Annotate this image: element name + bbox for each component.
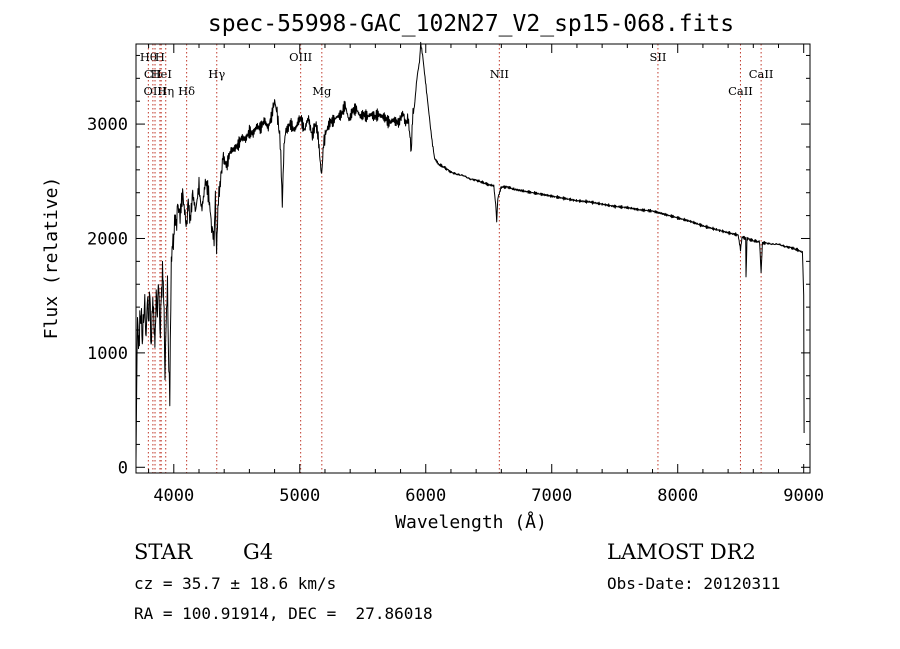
x-tick-label: 4000 — [153, 486, 194, 506]
x-tick-label: 7000 — [531, 486, 572, 506]
axes: 4000 5000 6000 7000 8000 9000 0 1000 2000 3000 — [87, 43, 824, 506]
line-label: CaII — [749, 67, 774, 81]
coordinates-readout: RA = 100.91914, DEC = 27.86018 — [134, 604, 433, 623]
obs-date: Obs-Date: 20120311 — [607, 574, 781, 593]
y-axis-label: Flux (relative) — [41, 177, 62, 340]
line-label: Hδ — [178, 84, 195, 98]
plot-frame — [135, 43, 811, 474]
x-tick-label: 5000 — [279, 486, 320, 506]
subclass: G4 — [243, 540, 274, 564]
line-label: OIII — [143, 84, 166, 98]
y-tick-label: 2000 — [87, 229, 128, 249]
line-label: OIII — [289, 50, 312, 64]
x-tick-label: 6000 — [405, 486, 446, 506]
line-label: Hη — [157, 84, 174, 98]
x-axis-label: Wavelength (Å) — [395, 511, 547, 533]
y-tick-label: 3000 — [87, 115, 128, 135]
line-label: H — [155, 50, 165, 64]
line-label: Mg — [312, 84, 332, 98]
spectrum-line — [135, 41, 805, 462]
survey-name: LAMOST DR2 — [607, 540, 756, 564]
chart-title: spec-55998-GAC_102N27_V2_sp15-068.fits — [208, 11, 734, 37]
x-tick-label: 9000 — [783, 486, 824, 506]
redshift-readout: cz = 35.7 ± 18.6 km/s — [134, 574, 337, 593]
line-label: HeI — [151, 67, 172, 81]
object-class: STAR — [134, 540, 193, 564]
line-label: Hγ — [208, 67, 225, 81]
line-label: NII — [490, 67, 509, 81]
x-tick-label: 8000 — [657, 486, 698, 506]
spectrum-layer — [135, 41, 805, 462]
y-tick-label: 0 — [118, 458, 128, 478]
line-label: CII — [144, 67, 162, 81]
line-label: CaII — [728, 84, 753, 98]
y-tick-label: 1000 — [87, 344, 128, 364]
line-label: SII — [649, 50, 666, 64]
